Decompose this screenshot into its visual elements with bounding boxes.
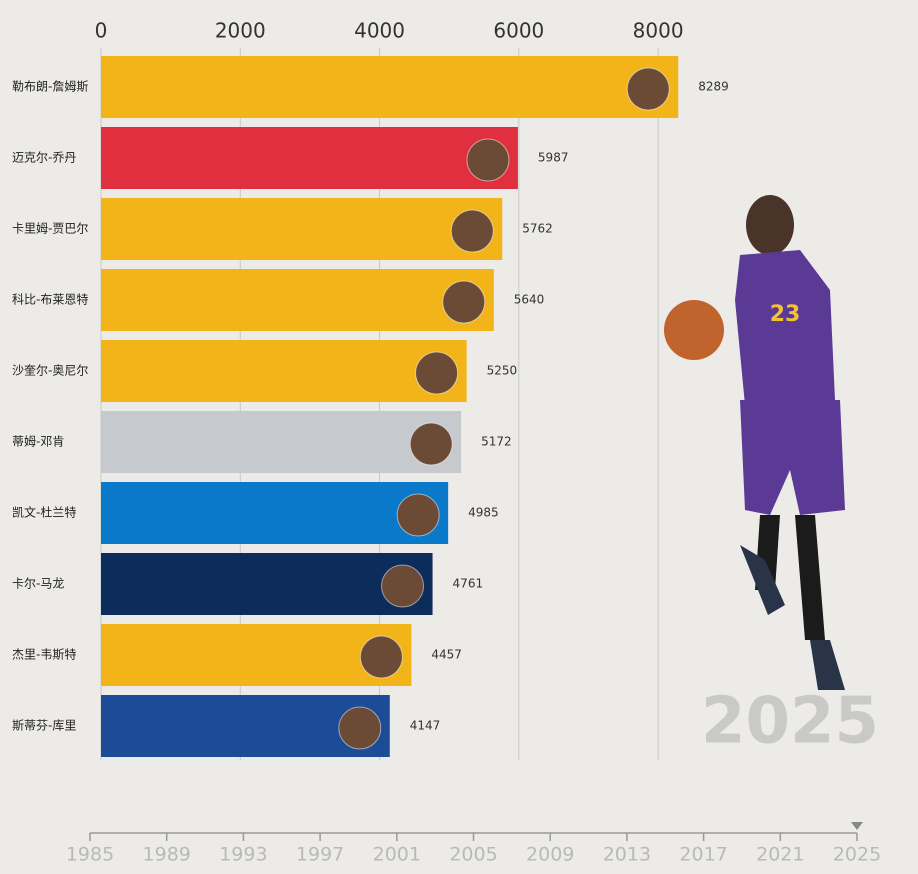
category-label: 斯蒂芬-库里 [12, 718, 76, 733]
bar [101, 553, 433, 615]
player-avatar [381, 564, 425, 608]
x-tick-label: 0 [95, 19, 108, 43]
player-avatar [466, 138, 510, 182]
category-label: 勒布朗-詹姆斯 [12, 80, 88, 94]
value-label: 5250 [487, 364, 518, 378]
player-figure: 23 [664, 195, 845, 690]
player-avatar [396, 493, 440, 537]
bar [101, 411, 462, 473]
bar [101, 340, 467, 402]
category-label: 蒂姆-邓肯 [12, 435, 64, 449]
category-label: 卡里姆-贾巴尔 [12, 221, 88, 236]
timeline-tick-label: 2025 [833, 844, 881, 866]
bar [101, 56, 679, 118]
player-avatar [338, 706, 382, 750]
bar [101, 127, 518, 189]
player-avatar [442, 280, 486, 324]
value-label: 4761 [453, 577, 484, 591]
timeline-tick-label: 2005 [449, 844, 497, 866]
x-tick-label: 6000 [493, 19, 544, 43]
player-avatar [415, 351, 459, 395]
category-label: 杰里-韦斯特 [12, 647, 76, 662]
timeline-tick-label: 2017 [679, 844, 727, 866]
player-avatar [359, 635, 403, 679]
timeline-tick-label: 1997 [296, 844, 344, 866]
value-label: 5172 [481, 435, 512, 449]
value-label: 4985 [468, 506, 499, 520]
timeline-tick-label: 2021 [756, 844, 804, 866]
bar [101, 198, 503, 260]
player-avatar [626, 67, 670, 111]
category-label: 科比-布莱恩特 [12, 292, 88, 307]
timeline-tick-label: 1985 [66, 844, 114, 866]
timeline-tick-label: 1989 [143, 844, 191, 866]
timeline-marker [851, 822, 863, 830]
value-label: 5640 [514, 293, 545, 307]
category-label: 沙奎尔-奥尼尔 [12, 363, 88, 378]
value-label: 5987 [538, 151, 569, 165]
category-label: 迈克尔-乔丹 [12, 150, 76, 165]
timeline-tick-label: 2001 [373, 844, 421, 866]
x-tick-label: 8000 [633, 19, 684, 43]
player-avatar [409, 422, 453, 466]
bar [101, 269, 494, 331]
category-label: 凯文-杜兰特 [12, 505, 76, 520]
value-label: 4457 [431, 648, 462, 662]
bar [101, 624, 412, 686]
value-label: 8289 [698, 80, 729, 94]
timeline-tick-label: 2009 [526, 844, 574, 866]
bar [101, 482, 449, 544]
svg-text:23: 23 [770, 302, 801, 327]
category-label: 卡尔-马龙 [12, 576, 64, 591]
x-tick-label: 4000 [354, 19, 405, 43]
timeline-tick-label: 1993 [219, 844, 267, 866]
player-avatar [450, 209, 494, 253]
x-tick-label: 2000 [215, 19, 266, 43]
value-label: 5762 [522, 222, 553, 236]
current-year: 2025 [701, 685, 879, 759]
value-label: 4147 [410, 719, 441, 733]
timeline-tick-label: 2013 [603, 844, 651, 866]
